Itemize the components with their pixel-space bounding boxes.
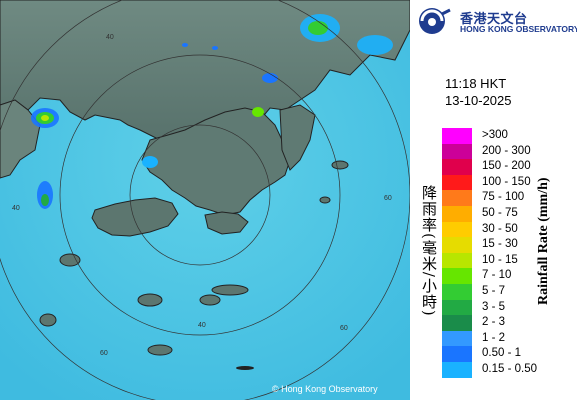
- island: [199, 294, 221, 306]
- radar-time: 11:18 HKT: [445, 76, 507, 91]
- island: [137, 293, 163, 307]
- legend-label: 30 - 50: [482, 222, 518, 235]
- legend-label: 75 - 100: [482, 191, 525, 204]
- radar-map: 40 40 40 60 60 60 © Hong Kong Observator…: [0, 0, 411, 405]
- island: [331, 160, 349, 170]
- legend-swatch: [442, 221, 472, 238]
- legend-title-chinese: 降雨率(毫米/小時): [420, 185, 438, 317]
- observatory-emblem-icon: [419, 8, 451, 34]
- ring-label: 40: [198, 322, 206, 329]
- ring-label: 60: [100, 350, 108, 357]
- legend-swatch: [442, 361, 472, 378]
- legend-label: >300: [482, 129, 508, 141]
- legend-swatch: [442, 143, 472, 160]
- copyright-text: © Hong Kong Observatory: [272, 384, 378, 394]
- ring-label: 60: [384, 195, 392, 202]
- legend-label: 200 - 300: [482, 144, 531, 157]
- legend-swatch: [442, 205, 472, 222]
- lantau-island: [91, 197, 179, 237]
- legend-label: 10 - 15: [482, 253, 518, 266]
- island: [147, 344, 173, 356]
- legend-swatch: [442, 237, 472, 253]
- legend-label: 1 - 2: [482, 331, 506, 344]
- radar-date: 13-10-2025: [445, 93, 512, 108]
- logo-text-english: HONG KONG OBSERVATORY: [460, 24, 577, 34]
- legend-label: 50 - 75: [482, 206, 518, 219]
- legend-swatch: [442, 315, 472, 331]
- legend-label: 0.15 - 0.50: [482, 362, 537, 375]
- logo-text-chinese: 香港天文台: [460, 12, 528, 27]
- legend-label: 5 - 7: [482, 284, 506, 297]
- legend-label: 7 - 10: [482, 269, 512, 282]
- legend-label: 0.50 - 1: [482, 347, 521, 360]
- legend-swatch: [442, 283, 472, 300]
- legend-label: 15 - 30: [482, 238, 518, 251]
- legend-swatch: [442, 190, 472, 206]
- legend-swatch: [442, 330, 472, 347]
- legend-swatch: [442, 299, 472, 316]
- legend-title-english: Rainfall Rate (mm/h): [536, 177, 551, 305]
- hong-kong-island: [204, 211, 249, 235]
- island: [211, 284, 249, 296]
- hong-kong-land: [141, 107, 291, 216]
- legend-label: 2 - 3: [482, 316, 506, 329]
- ring-label: 40: [12, 205, 20, 212]
- legend-swatch: [442, 174, 472, 191]
- legend-label: 3 - 5: [482, 300, 506, 313]
- legend-label: 100 - 150: [482, 175, 531, 188]
- legend-swatch: [442, 128, 472, 144]
- legend-panel: 香港天文台 HONG KONG OBSERVATORY 11:18 HKT 13…: [410, 0, 577, 400]
- sai-kung-peninsula: [279, 104, 316, 171]
- island: [319, 196, 331, 204]
- island: [39, 313, 57, 327]
- observatory-logo: 香港天文台 HONG KONG OBSERVATORY: [416, 6, 577, 38]
- legend-swatch: [442, 268, 472, 284]
- legend-swatch: [442, 252, 472, 269]
- ring-label: 60: [340, 325, 348, 332]
- island: [236, 366, 254, 370]
- legend-swatch: [442, 159, 472, 175]
- legend-swatch: [442, 346, 472, 362]
- radar-map-svg: 40 40 40 60 60 60: [0, 0, 411, 405]
- land-west: [0, 99, 41, 179]
- island: [59, 253, 81, 267]
- legend-label: 150 - 200: [482, 160, 531, 173]
- ring-label: 40: [106, 34, 114, 41]
